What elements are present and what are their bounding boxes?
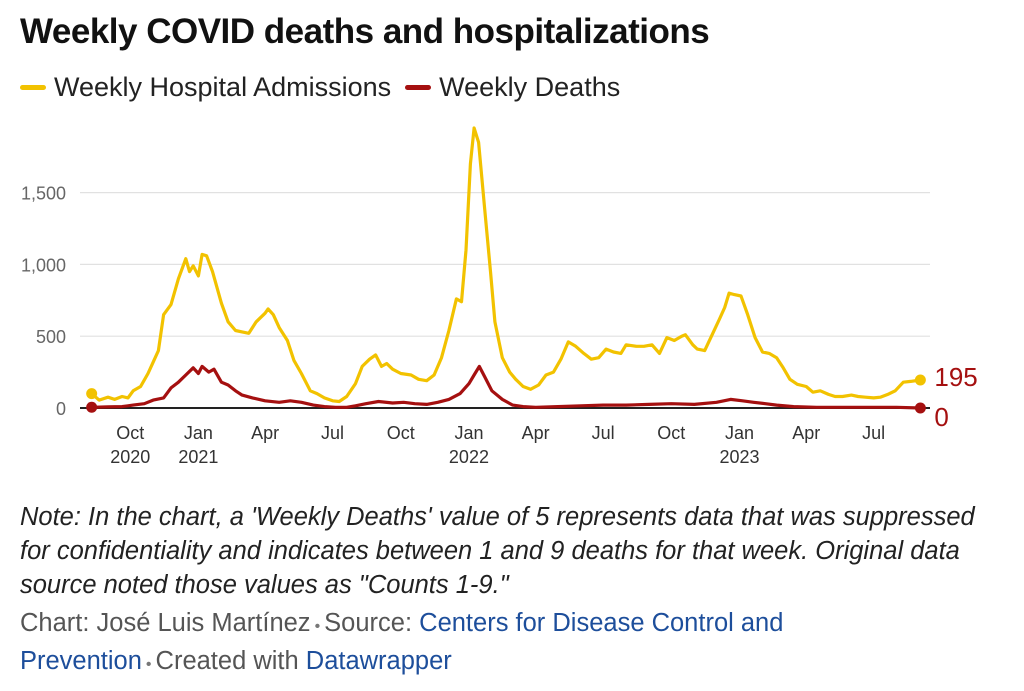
- footer-separator: •: [145, 656, 152, 673]
- x-tick-label: Apr: [522, 423, 550, 443]
- x-tick-label: Oct: [116, 423, 144, 443]
- legend-swatch-hospital: [20, 85, 46, 90]
- legend-swatch-deaths: [405, 85, 432, 90]
- x-tick-label: Jan: [725, 423, 754, 443]
- x-tick-label: Jan: [454, 423, 483, 443]
- x-tick-label: Jul: [321, 423, 344, 443]
- footer-separator: •: [314, 618, 321, 635]
- legend-item-deaths: Weekly Deaths: [405, 72, 620, 103]
- legend-label-hospital: Weekly Hospital Admissions: [54, 72, 392, 102]
- x-tick-label: Jan: [184, 423, 213, 443]
- end-label-deaths: 0: [934, 402, 948, 432]
- footer-tool-link[interactable]: Datawrapper: [305, 647, 452, 675]
- x-tick-year-label: 2023: [719, 447, 759, 467]
- x-tick-label: Jul: [862, 423, 885, 443]
- chart-title: Weekly COVID deaths and hospitalizations: [20, 12, 710, 51]
- footer-created-label: Created with: [155, 647, 299, 675]
- x-tick-label: Oct: [657, 423, 685, 443]
- chart-legend: Weekly Hospital Admissions Weekly Deaths: [20, 72, 634, 103]
- legend-label-deaths: Weekly Deaths: [439, 72, 621, 102]
- x-tick-label: Oct: [387, 423, 415, 443]
- series-start-dot: [86, 401, 98, 413]
- line-chart: 0 500 1,000 1,500 Oct 2020 Jan 2021 Apr Jul Oct Jan…: [21, 126, 978, 467]
- series-line-weekly-deaths: [90, 364, 922, 410]
- chart-note: Note: In the chart, a 'Weekly Deaths' va…: [20, 503, 975, 599]
- x-tick-year-label: 2021: [178, 447, 218, 467]
- x-tick-year-label: 2020: [110, 447, 150, 467]
- end-label-hospital: 195: [934, 362, 977, 392]
- series-end-dot: [914, 402, 926, 414]
- series-start-dot: [86, 388, 98, 400]
- x-tick-year-label: 2022: [449, 447, 489, 467]
- x-tick-label: Jul: [592, 423, 615, 443]
- y-tick-label: 500: [36, 327, 66, 347]
- x-tick-label: Apr: [251, 423, 279, 443]
- footer-source-label: Source:: [324, 609, 413, 637]
- footer-author: José Luis Martínez: [96, 609, 311, 637]
- y-tick-label: 0: [56, 399, 66, 419]
- footer-chart-label: Chart:: [20, 609, 90, 637]
- y-tick-label: 1,500: [21, 184, 66, 204]
- chart-footer: Chart: José Luis Martínez • Source: Center…: [20, 606, 1010, 682]
- footer-source-link[interactable]: Centers for Disease Control and Preventi…: [20, 609, 784, 675]
- y-tick-label: 1,000: [21, 255, 66, 275]
- series-line-hospital-admissions: [90, 126, 922, 404]
- series-end-dot: [914, 374, 926, 386]
- legend-item-hospital: Weekly Hospital Admissions: [20, 72, 391, 103]
- x-tick-label: Apr: [792, 423, 820, 443]
